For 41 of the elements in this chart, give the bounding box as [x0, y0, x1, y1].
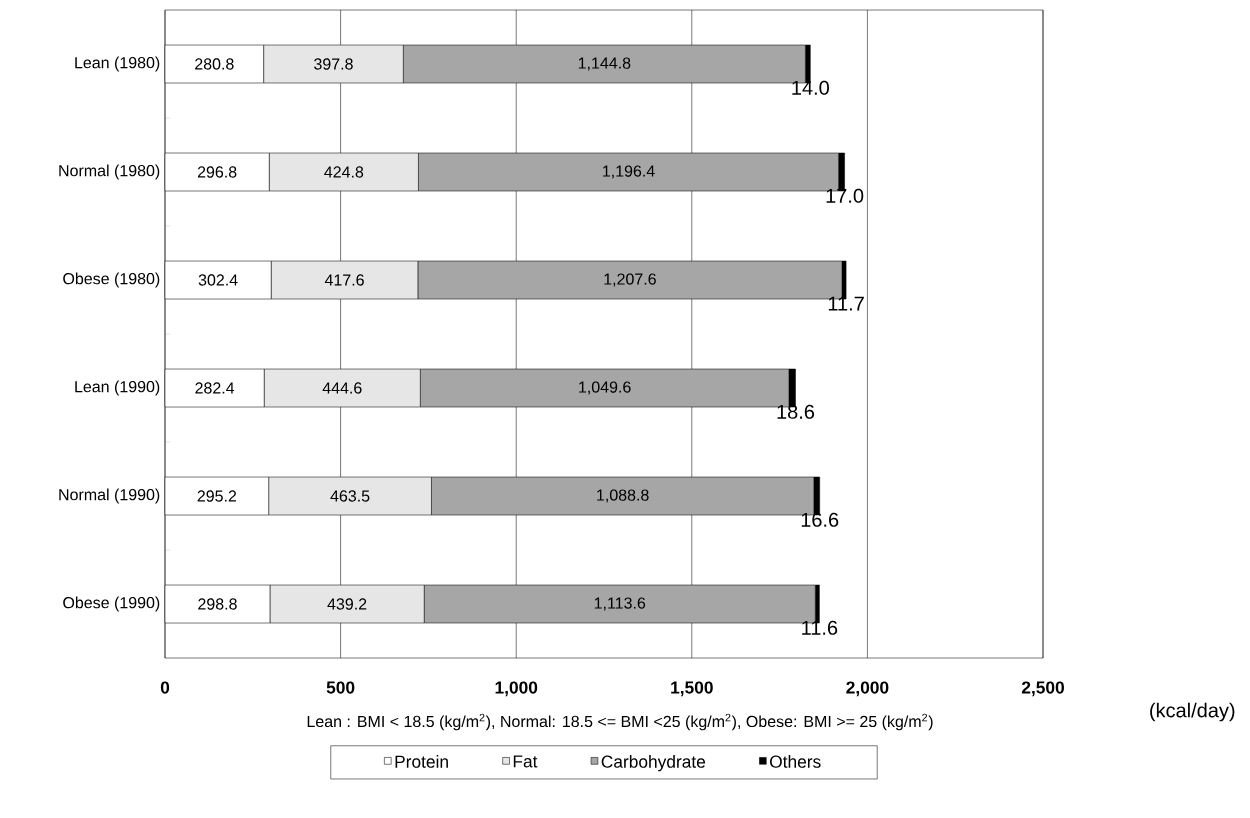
- data-label: 282.4: [195, 382, 235, 394]
- data-label: 463.5: [330, 490, 370, 502]
- data-label: 439.2: [327, 598, 367, 610]
- text: Lean : BMI < 18.5 (kg/m$^{2}$), Normal: 18.5 <= BMI <25 (kg/m$^{2}$), Obese: BMI >= 25 (kg/m$^{2}$): [307, 713, 933, 731]
- data-label: 1,207.6: [604, 273, 656, 287]
- data-label: 1,144.8: [578, 57, 631, 71]
- data-label: 397.8: [314, 58, 353, 70]
- x-tick-label: 2,000: [846, 681, 889, 697]
- y-tick-label: Normal (1980): [59, 164, 160, 180]
- data-label: 302.4: [198, 274, 238, 286]
- x-tick-label: 1,500: [671, 681, 713, 697]
- legend-label: Protein: [395, 755, 448, 768]
- legend-label: Carbohydrate: [601, 755, 706, 772]
- data-label: 18.6: [777, 404, 815, 419]
- data-label: 11.7: [828, 296, 864, 311]
- data-label: 444.6: [322, 382, 362, 394]
- x-tick-label: 1,000: [495, 681, 538, 697]
- x-tick-label: 2,500: [1021, 681, 1064, 697]
- data-label: 14.0: [792, 80, 829, 95]
- y-tick-label: Obese (1990): [63, 596, 160, 612]
- data-label: 1,088.8: [597, 489, 649, 503]
- data-label: 296.8: [197, 166, 237, 178]
- data-label: 1,113.6: [594, 597, 646, 611]
- data-label: 424.8: [324, 166, 364, 178]
- data-label: 280.8: [195, 58, 234, 70]
- x-tick-label: 0: [160, 681, 170, 694]
- y-tick-label: Lean (1990): [75, 380, 160, 396]
- data-label: 1,196.4: [603, 165, 655, 179]
- data-label: 298.8: [198, 598, 237, 610]
- data-label: 417.6: [324, 274, 364, 286]
- data-label: 1,049.6: [579, 381, 631, 395]
- data-label: 16.6: [801, 512, 839, 527]
- data-label: 295.2: [197, 490, 237, 502]
- legend-label: Fat: [513, 755, 538, 768]
- x-axis-title: (kcal/day): [1150, 702, 1235, 722]
- legend-label: Others: [770, 755, 821, 768]
- y-tick-label: Lean (1980): [75, 56, 160, 72]
- x-tick-label: 500: [326, 681, 355, 694]
- data-label: 11.6: [802, 620, 838, 635]
- y-tick-label: Obese (1980): [63, 272, 160, 288]
- y-tick-label: Normal (1990): [59, 488, 160, 504]
